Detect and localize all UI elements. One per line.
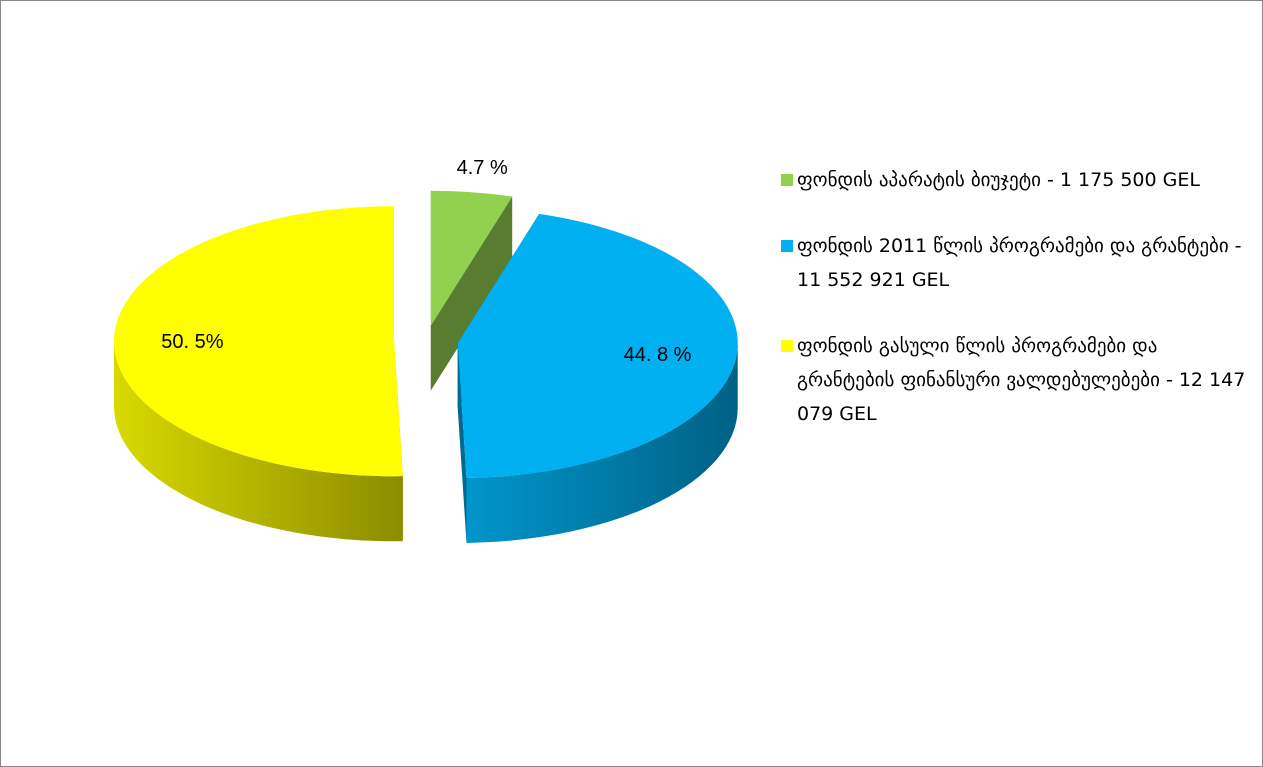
legend-label: ფონდის 2011 წლის პროგრამები და გრანტები … [797,235,1242,291]
legend-item: ფონდის 2011 წლის პროგრამები და გრანტები … [781,229,1251,297]
legend-swatch [781,240,793,252]
legend-swatch [781,174,793,186]
legend-label: ფონდის აპარატის ბიუჯეტი - 1 175 500 GEL [797,169,1200,191]
slice [430,190,513,326]
legend-item: ფონდის გასული წლის პროგრამები და გრანტებ… [781,329,1251,431]
slice [114,206,403,477]
legend-swatch [781,340,793,352]
slice-side [466,343,738,543]
slice [457,213,738,478]
data-label: 44. 8 % [624,344,692,366]
legend: ფონდის აპარატის ბიუჯეტი - 1 175 500 GEL ფ… [781,163,1251,463]
slice-side [114,341,403,542]
slice-wall [430,196,513,391]
data-label: 4.7 % [457,157,508,179]
slice-wall [457,343,467,543]
legend-item: ფონდის აპარატის ბიუჯეტი - 1 175 500 GEL [781,163,1251,197]
data-label: 50. 5% [161,331,223,353]
legend-label: ფონდის გასული წლის პროგრამები და გრანტებ… [797,335,1246,425]
slice-tops [114,190,738,478]
